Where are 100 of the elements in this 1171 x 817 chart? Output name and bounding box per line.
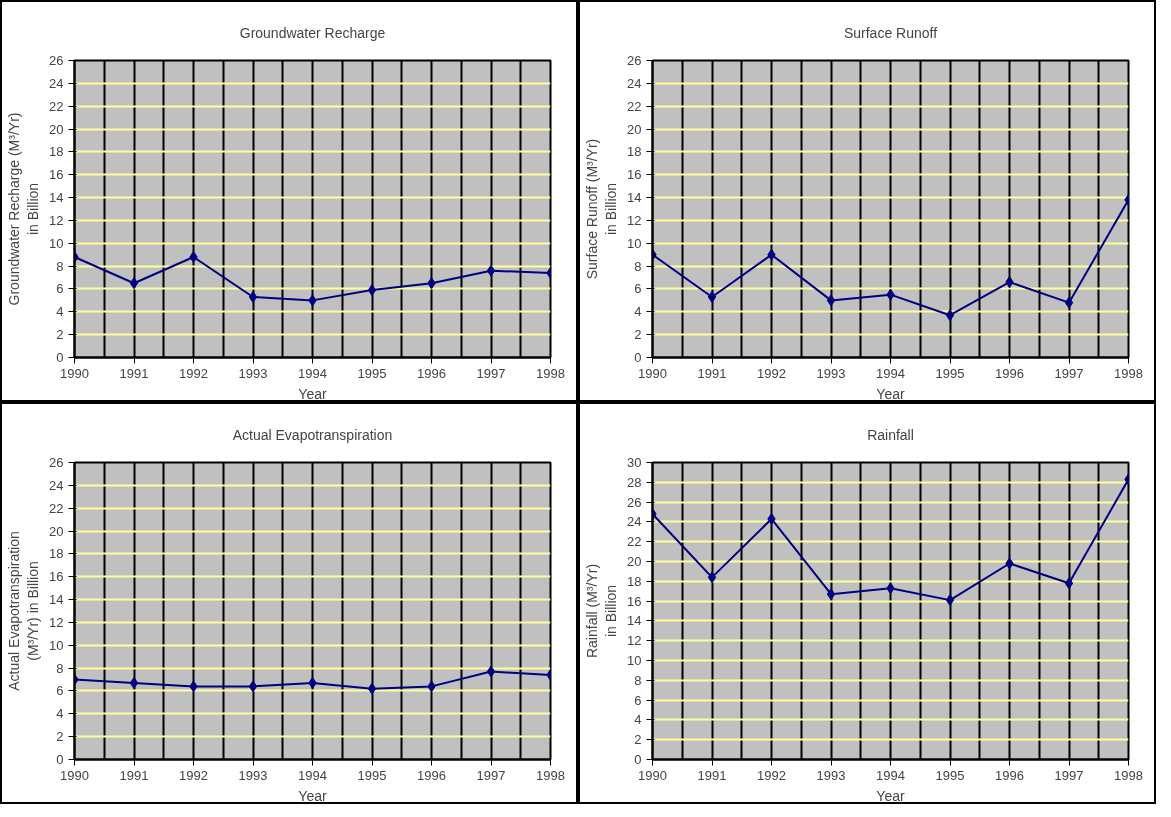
y-tick-label: 6 (634, 281, 642, 297)
y-tick-label: 24 (627, 75, 642, 91)
y-tick-label: 14 (627, 613, 642, 629)
y-tick-label: 20 (49, 121, 64, 137)
y-tick-label: 26 (49, 455, 64, 470)
y-tick-label: 16 (627, 593, 642, 609)
chart-title: Rainfall (867, 426, 914, 443)
x-tick-label: 1992 (757, 365, 786, 381)
x-tick-label: 1996 (417, 767, 446, 783)
chart-title: Groundwater Recharge (239, 24, 386, 41)
x-tick-label: 1992 (179, 767, 208, 783)
chart-title: Actual Evapotranspiration (232, 426, 393, 443)
y-axis-title: Actual Evapotranspiration (M³/Yr) in Billion (5, 531, 42, 691)
y-tick-label: 22 (627, 98, 642, 114)
chart-title: Surface Runoff (843, 24, 938, 41)
y-tick-label: 6 (634, 692, 642, 708)
x-tick-label: 1991 (697, 365, 727, 381)
x-tick-label: 1990 (60, 767, 89, 783)
y-tick-label: 8 (56, 258, 64, 274)
y-tick-label: 6 (56, 683, 64, 699)
y-tick-label: 6 (56, 281, 64, 297)
x-tick-label: 1990 (60, 365, 89, 381)
y-tick-label: 4 (634, 304, 642, 320)
y-tick-label: 24 (49, 477, 64, 493)
y-tick-label: 4 (56, 706, 64, 722)
y-tick-label: 10 (49, 637, 64, 653)
y-tick-label: 18 (627, 573, 642, 589)
x-tick-label: 1993 (816, 365, 846, 381)
y-tick-label: 20 (627, 121, 642, 137)
y-tick-label: 24 (49, 75, 64, 91)
y-tick-label: 26 (49, 53, 64, 68)
x-axis-title: Year (876, 787, 905, 804)
y-axis-title: Surface Runoff (M³/Yr) in Billion (583, 138, 620, 280)
y-tick-label: 2 (56, 327, 64, 343)
y-tick-label: 10 (627, 235, 642, 251)
x-tick-label: 1994 (876, 365, 905, 381)
y-tick-label: 0 (634, 350, 642, 365)
y-tick-label: 16 (49, 167, 64, 183)
x-tick-label: 1994 (298, 365, 327, 381)
y-tick-label: 16 (49, 569, 64, 585)
y-tick-label: 20 (49, 523, 64, 539)
x-tick-label: 1997 (476, 767, 506, 783)
x-tick-label: 1992 (179, 365, 208, 381)
y-tick-label: 24 (627, 514, 642, 530)
y-tick-label: 0 (634, 752, 642, 767)
y-tick-label: 0 (56, 752, 64, 767)
x-tick-label: 1991 (119, 767, 149, 783)
y-tick-label: 22 (49, 500, 64, 516)
y-tick-label: 18 (49, 546, 64, 562)
y-tick-label: 26 (627, 53, 642, 68)
y-tick-label: 14 (627, 190, 642, 206)
y-tick-label: 22 (49, 98, 64, 114)
y-tick-label: 22 (627, 534, 642, 550)
y-tick-label: 8 (634, 672, 642, 688)
y-axis-title: Rainfall (M³/Yr) in Billion (583, 563, 620, 659)
x-tick-label: 1993 (238, 365, 268, 381)
y-tick-label: 2 (634, 327, 642, 343)
x-tick-label: 1996 (995, 767, 1024, 783)
x-tick-label: 1998 (536, 767, 565, 783)
x-axis-title: Year (876, 385, 905, 402)
x-tick-label: 1990 (638, 365, 667, 381)
x-tick-label: 1997 (1054, 365, 1084, 381)
x-tick-label: 1995 (357, 365, 387, 381)
y-axis-title: Groundwater Recharge (M³/Yr) in Billion (5, 112, 42, 306)
y-tick-label: 4 (634, 712, 642, 728)
x-tick-label: 1996 (995, 365, 1024, 381)
y-tick-label: 14 (49, 592, 64, 608)
x-tick-label: 1991 (697, 767, 727, 783)
y-tick-label: 18 (49, 144, 64, 160)
y-tick-label: 2 (634, 732, 642, 748)
y-tick-label: 4 (56, 304, 64, 320)
x-axis-title: Year (298, 385, 327, 402)
x-tick-label: 1993 (238, 767, 268, 783)
x-tick-label: 1990 (638, 767, 667, 783)
y-tick-label: 20 (627, 554, 642, 569)
y-tick-label: 10 (627, 653, 642, 668)
x-tick-label: 1995 (935, 365, 965, 381)
y-tick-label: 12 (627, 212, 642, 228)
x-tick-label: 1991 (119, 365, 149, 381)
x-tick-label: 1998 (1114, 365, 1143, 381)
x-tick-label: 1993 (816, 767, 846, 783)
y-tick-label: 8 (56, 660, 64, 676)
x-tick-label: 1994 (298, 767, 327, 783)
y-tick-label: 8 (634, 258, 642, 274)
y-tick-label: 16 (627, 167, 642, 183)
y-tick-label: 14 (49, 190, 64, 206)
x-tick-label: 1998 (1114, 767, 1143, 783)
x-tick-label: 1992 (757, 767, 786, 783)
y-tick-label: 0 (56, 350, 64, 365)
x-tick-label: 1997 (1054, 767, 1084, 783)
x-tick-label: 1996 (417, 365, 446, 381)
x-tick-label: 1998 (536, 365, 565, 381)
y-tick-label: 26 (627, 494, 642, 510)
y-tick-label: 28 (627, 474, 642, 490)
y-tick-label: 30 (627, 455, 642, 470)
y-tick-label: 12 (49, 212, 64, 228)
x-tick-label: 1995 (357, 767, 387, 783)
x-tick-label: 1995 (935, 767, 965, 783)
y-tick-label: 18 (627, 144, 642, 160)
y-tick-label: 12 (49, 614, 64, 630)
